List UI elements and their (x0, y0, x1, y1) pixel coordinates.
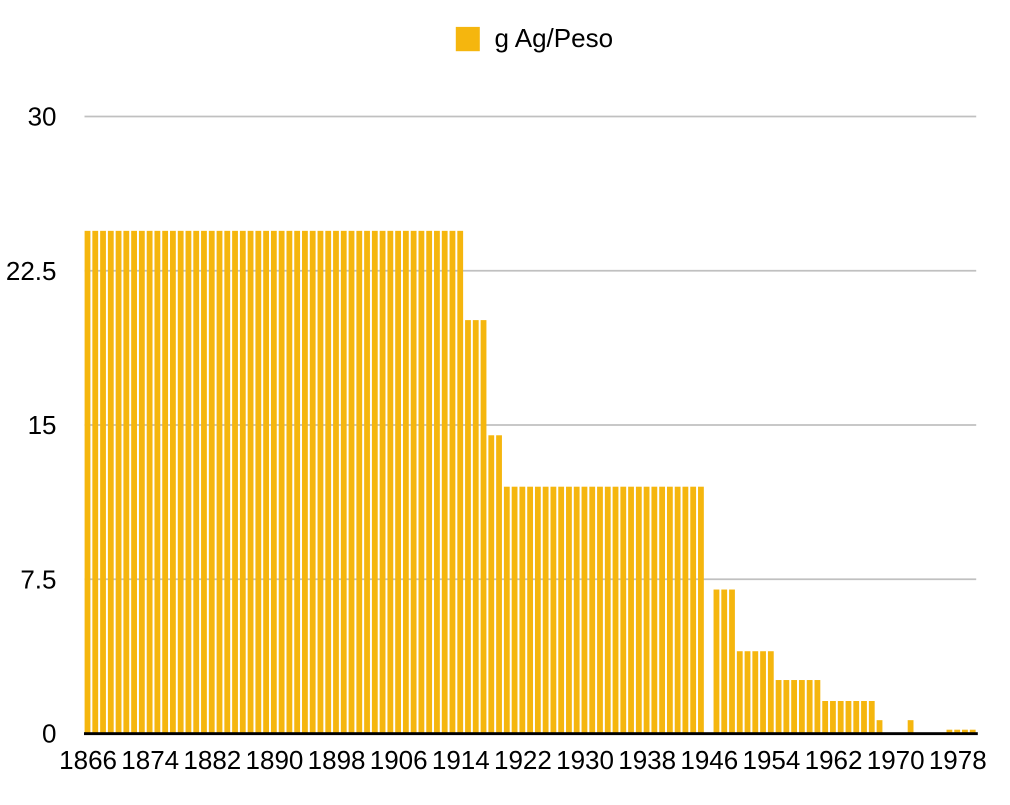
svg-text:1898: 1898 (308, 745, 366, 775)
svg-text:1938: 1938 (618, 745, 676, 775)
svg-text:1946: 1946 (680, 745, 738, 775)
svg-text:1922: 1922 (494, 745, 552, 775)
svg-text:1914: 1914 (432, 745, 490, 775)
svg-text:1874: 1874 (121, 745, 179, 775)
svg-text:22.5: 22.5 (6, 256, 57, 286)
svg-text:1866: 1866 (59, 745, 117, 775)
svg-text:g Ag/Peso: g Ag/Peso (495, 23, 614, 53)
svg-text:1978: 1978 (929, 745, 987, 775)
svg-text:0: 0 (42, 719, 56, 749)
svg-text:1962: 1962 (805, 745, 863, 775)
svg-text:1954: 1954 (742, 745, 800, 775)
svg-text:1882: 1882 (183, 745, 241, 775)
svg-text:1930: 1930 (556, 745, 614, 775)
svg-text:1890: 1890 (246, 745, 304, 775)
svg-text:15: 15 (28, 410, 57, 440)
svg-text:30: 30 (28, 102, 57, 132)
svg-text:7.5: 7.5 (20, 564, 56, 594)
svg-text:1970: 1970 (867, 745, 925, 775)
svg-text:1906: 1906 (370, 745, 428, 775)
